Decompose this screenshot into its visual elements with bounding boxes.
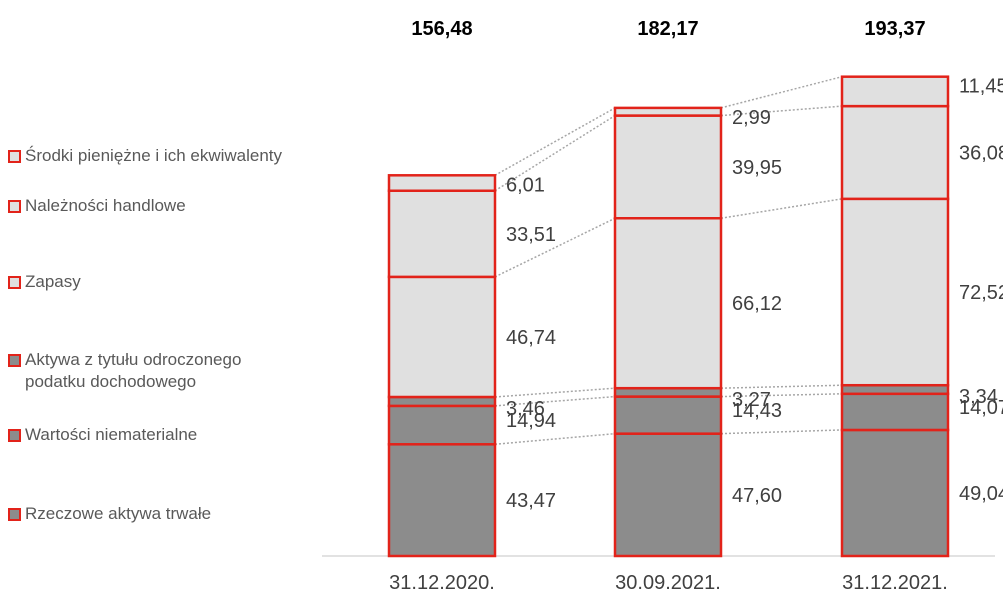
bar-segment-cash xyxy=(840,75,950,108)
legend-item-ppe: Rzeczowe aktywa trwałe xyxy=(8,503,211,525)
total-label: 156,48 xyxy=(411,18,472,40)
bar-segment-intangibles xyxy=(387,404,497,446)
legend-item-deferred-tax: Aktywa z tytułu odroczonego podatku doch… xyxy=(8,349,241,393)
connector-line xyxy=(494,107,616,176)
data-label-ppe: 47,60 xyxy=(732,485,782,507)
bar-segment-cash xyxy=(613,106,723,117)
bar-segment-inventory xyxy=(387,275,497,399)
bar-segment-deferred-tax xyxy=(840,383,950,396)
connector-line xyxy=(720,75,843,109)
legend-label: Aktywa z tytułu odroczonego podatku doch… xyxy=(25,350,242,391)
data-label-deferred-tax: 3,46 xyxy=(506,398,545,420)
data-label-deferred-tax: 3,34 xyxy=(959,386,998,408)
data-labels: 43,47 14,943,46 46,74 33,51 6,01 156,48 31.12.… xyxy=(389,18,1003,594)
legend-swatch xyxy=(8,354,21,367)
data-label-cash: 11,45 xyxy=(959,76,1003,98)
bar-segment-inventory xyxy=(613,217,723,390)
category-label: 31.12.2021. xyxy=(842,572,948,594)
data-label-receivables: 36,08 xyxy=(959,142,1003,164)
connector-line xyxy=(720,393,843,398)
connector-line xyxy=(494,432,616,446)
bar-segment-cash xyxy=(387,174,497,193)
data-label-inventory: 72,52 xyxy=(959,282,1003,304)
connector-line xyxy=(494,395,616,407)
legend-swatch xyxy=(8,508,21,521)
connector-line xyxy=(720,429,843,435)
bar-segment-receivables xyxy=(840,104,950,201)
legend-item-intangibles: Wartości niematerialne xyxy=(8,424,197,446)
legend-label: Należności handlowe xyxy=(25,196,186,215)
legend-swatch xyxy=(8,150,21,163)
total-label: 182,17 xyxy=(637,18,698,40)
bar-segment-ppe xyxy=(840,428,950,558)
data-label-intangibles: 14,43 xyxy=(732,400,782,422)
data-label-ppe: 43,47 xyxy=(506,490,556,512)
legend-item-receivables: Należności handlowe xyxy=(8,195,186,217)
bar-segment-receivables xyxy=(613,114,723,220)
data-label-cash: 6,01 xyxy=(506,174,545,196)
data-label-intangibles: 14,94 xyxy=(506,410,556,432)
legend-item-cash: Środki pieniężne i ich ekwiwalenty xyxy=(8,145,282,167)
connector-line xyxy=(494,387,616,398)
data-label-receivables: 39,95 xyxy=(732,157,782,179)
bar-segment-inventory xyxy=(840,197,950,387)
legend-swatch xyxy=(8,200,21,213)
data-label-intangibles: 14,07 xyxy=(959,397,1003,419)
connector-line xyxy=(720,198,843,219)
data-label-ppe: 49,04 xyxy=(959,483,1003,505)
legend-label: Środki pieniężne i ich ekwiwalenty xyxy=(25,146,283,165)
bar-segment-ppe xyxy=(613,432,723,558)
connector-lines xyxy=(494,75,843,446)
bar-segment-intangibles xyxy=(613,395,723,435)
bar-segment-ppe xyxy=(387,443,497,558)
data-label-inventory: 46,74 xyxy=(506,327,556,349)
category-label: 30.09.2021. xyxy=(615,572,721,594)
bar-segment-receivables xyxy=(387,189,497,279)
legend-label: Rzeczowe aktywa trwałe xyxy=(25,504,212,523)
total-label: 193,37 xyxy=(864,18,925,40)
legend-item-inventory: Zapasy xyxy=(8,271,81,293)
bar-segment-deferred-tax xyxy=(387,395,497,408)
legend-label: Wartości niematerialne xyxy=(25,425,198,444)
bar-segment-intangibles xyxy=(840,392,950,432)
data-label-receivables: 33,51 xyxy=(506,224,556,246)
data-label-deferred-tax: 3,27 xyxy=(732,389,771,411)
bar-segment-deferred-tax xyxy=(613,386,723,398)
connector-line xyxy=(720,105,843,117)
connector-line xyxy=(720,384,843,389)
data-label-cash: 2,99 xyxy=(732,107,771,129)
legend-swatch xyxy=(8,429,21,442)
legend-swatch xyxy=(8,276,21,289)
category-label: 31.12.2020. xyxy=(389,572,495,594)
legend-label: Zapasy xyxy=(25,272,81,291)
bars xyxy=(387,75,950,558)
data-label-inventory: 66,12 xyxy=(732,293,782,315)
